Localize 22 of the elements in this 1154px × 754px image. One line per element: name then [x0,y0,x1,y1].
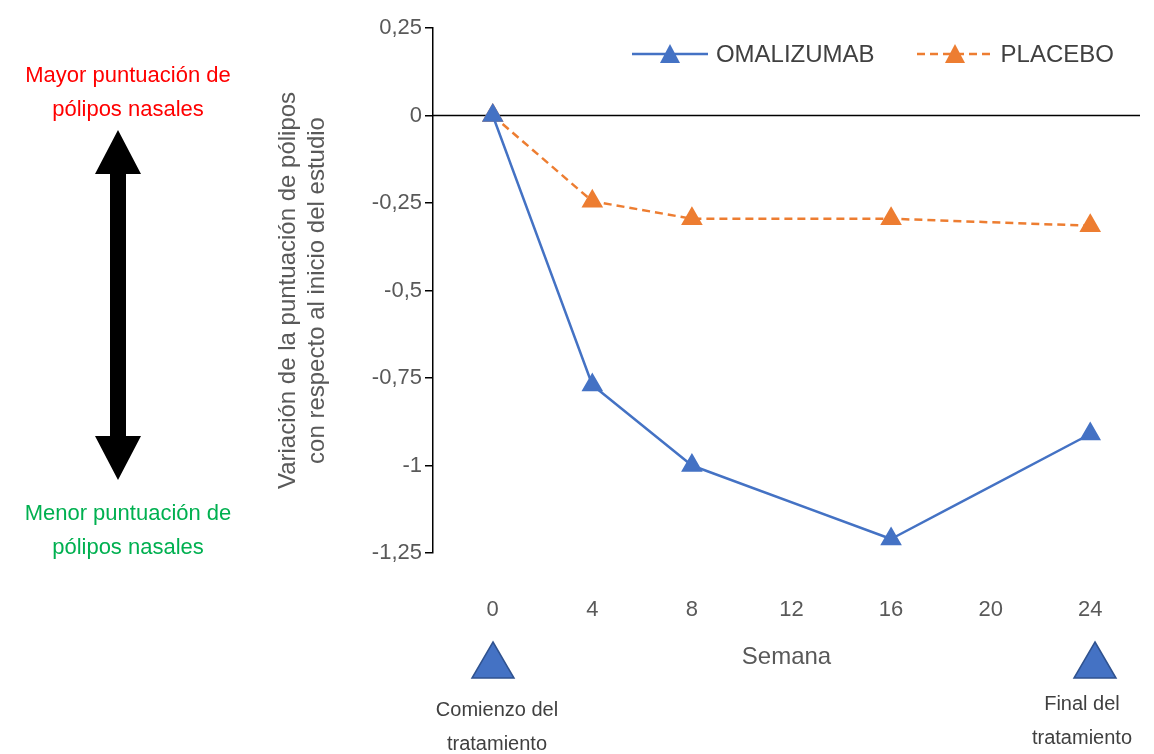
x-tick-label: 8 [685,596,699,622]
y-tick-label: -1,25 [371,539,422,565]
x-tick-label: 20 [978,596,1003,622]
y-axis-title: Variación de la puntuación de pólipos con respecto al inicio del estudio [273,91,329,490]
x-tick-label: 0 [486,596,499,622]
y-tick-label: -0,25 [371,189,422,215]
x-tick-label: 16 [878,596,904,622]
y-tick-label: -0,75 [371,364,422,390]
legend-label: PLACEBO [1000,40,1114,68]
text: Mayor puntuación de pólipos nasales [24,61,232,123]
x-axis-title: Semana [741,642,832,670]
y-tick-label: -1 [402,451,422,477]
x-tick-label: 24 [1077,596,1103,622]
x-tick-label: 4 [586,596,599,622]
y-tick-label: -0,5 [384,276,422,302]
text: Final del tratamiento [1030,691,1134,750]
x-tick-label: 12 [779,596,804,622]
text: Menor puntuación de pólipos nasales [23,499,233,561]
y-tick-label: 0 [409,101,422,127]
y-tick-label: 0,25 [379,14,422,40]
legend-label: OMALIZUMAB [715,40,875,68]
text: Comienzo del tratamiento [434,697,560,754]
